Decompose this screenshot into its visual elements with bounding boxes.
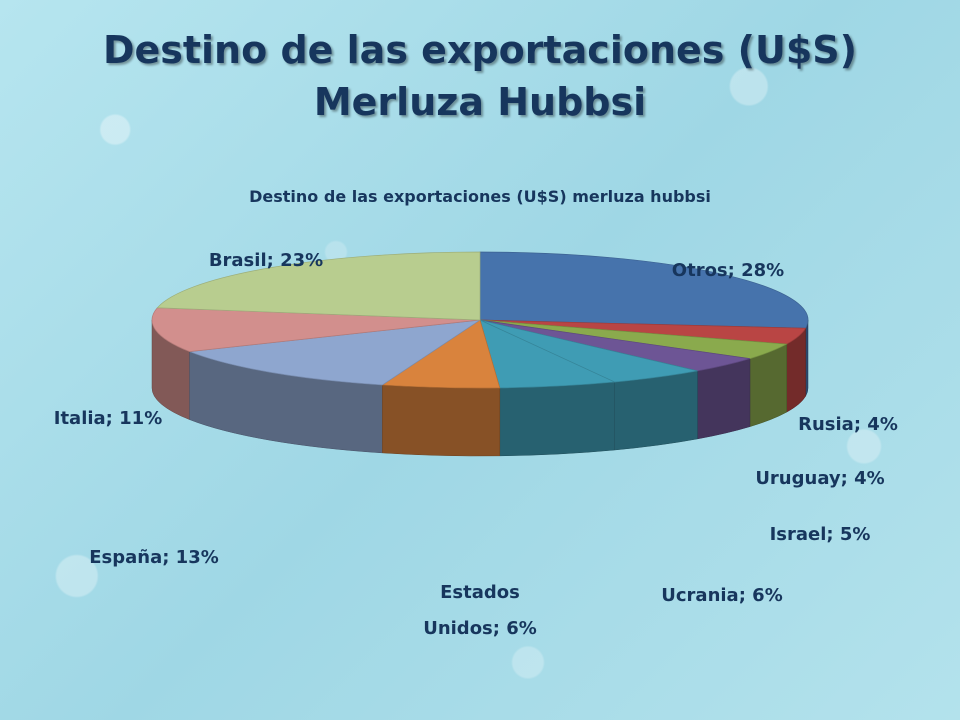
data-label-8: Italia; 11% bbox=[54, 408, 162, 429]
slide-title-line2: Merluza Hubbsi bbox=[313, 80, 647, 124]
pie-tops bbox=[151, 251, 809, 389]
pie-side-3 bbox=[697, 358, 751, 440]
pie-slice-9 bbox=[156, 251, 481, 321]
data-label-6-line1: Estados bbox=[440, 582, 520, 603]
data-label-7: España; 13% bbox=[89, 547, 219, 568]
pie-sides bbox=[151, 319, 809, 457]
pie-side-4 bbox=[614, 370, 698, 451]
data-label-4: Israel; 5% bbox=[770, 524, 871, 545]
pie-side-0 bbox=[805, 319, 809, 398]
pie-slice-7 bbox=[189, 319, 481, 386]
slide-title-line1: Destino de las exportaciones (U$S) bbox=[102, 28, 858, 72]
slide-title: Destino de las exportaciones (U$S) Merlu… bbox=[0, 24, 960, 128]
data-label-9: Brasil; 23% bbox=[209, 250, 323, 271]
chart-title: Destino de las exportaciones (U$S) merlu… bbox=[249, 187, 711, 206]
data-label-2: Rusia; 4% bbox=[798, 414, 898, 435]
pie-slice-0 bbox=[479, 251, 809, 329]
pie-slice-8 bbox=[151, 307, 481, 352]
data-label-0: Otros; 28% bbox=[672, 260, 784, 281]
pie-labels: Otros; 28% Rusia; 4% Uruguay; 4% Israel; 5%… bbox=[54, 250, 898, 639]
data-label-6-line2: Unidos; 6% bbox=[423, 618, 537, 639]
data-label-3: Uruguay; 4% bbox=[755, 468, 884, 489]
pie-side-5 bbox=[499, 381, 615, 457]
data-label-5: Ucrania; 6% bbox=[661, 585, 782, 606]
pie-side-6 bbox=[382, 384, 501, 457]
